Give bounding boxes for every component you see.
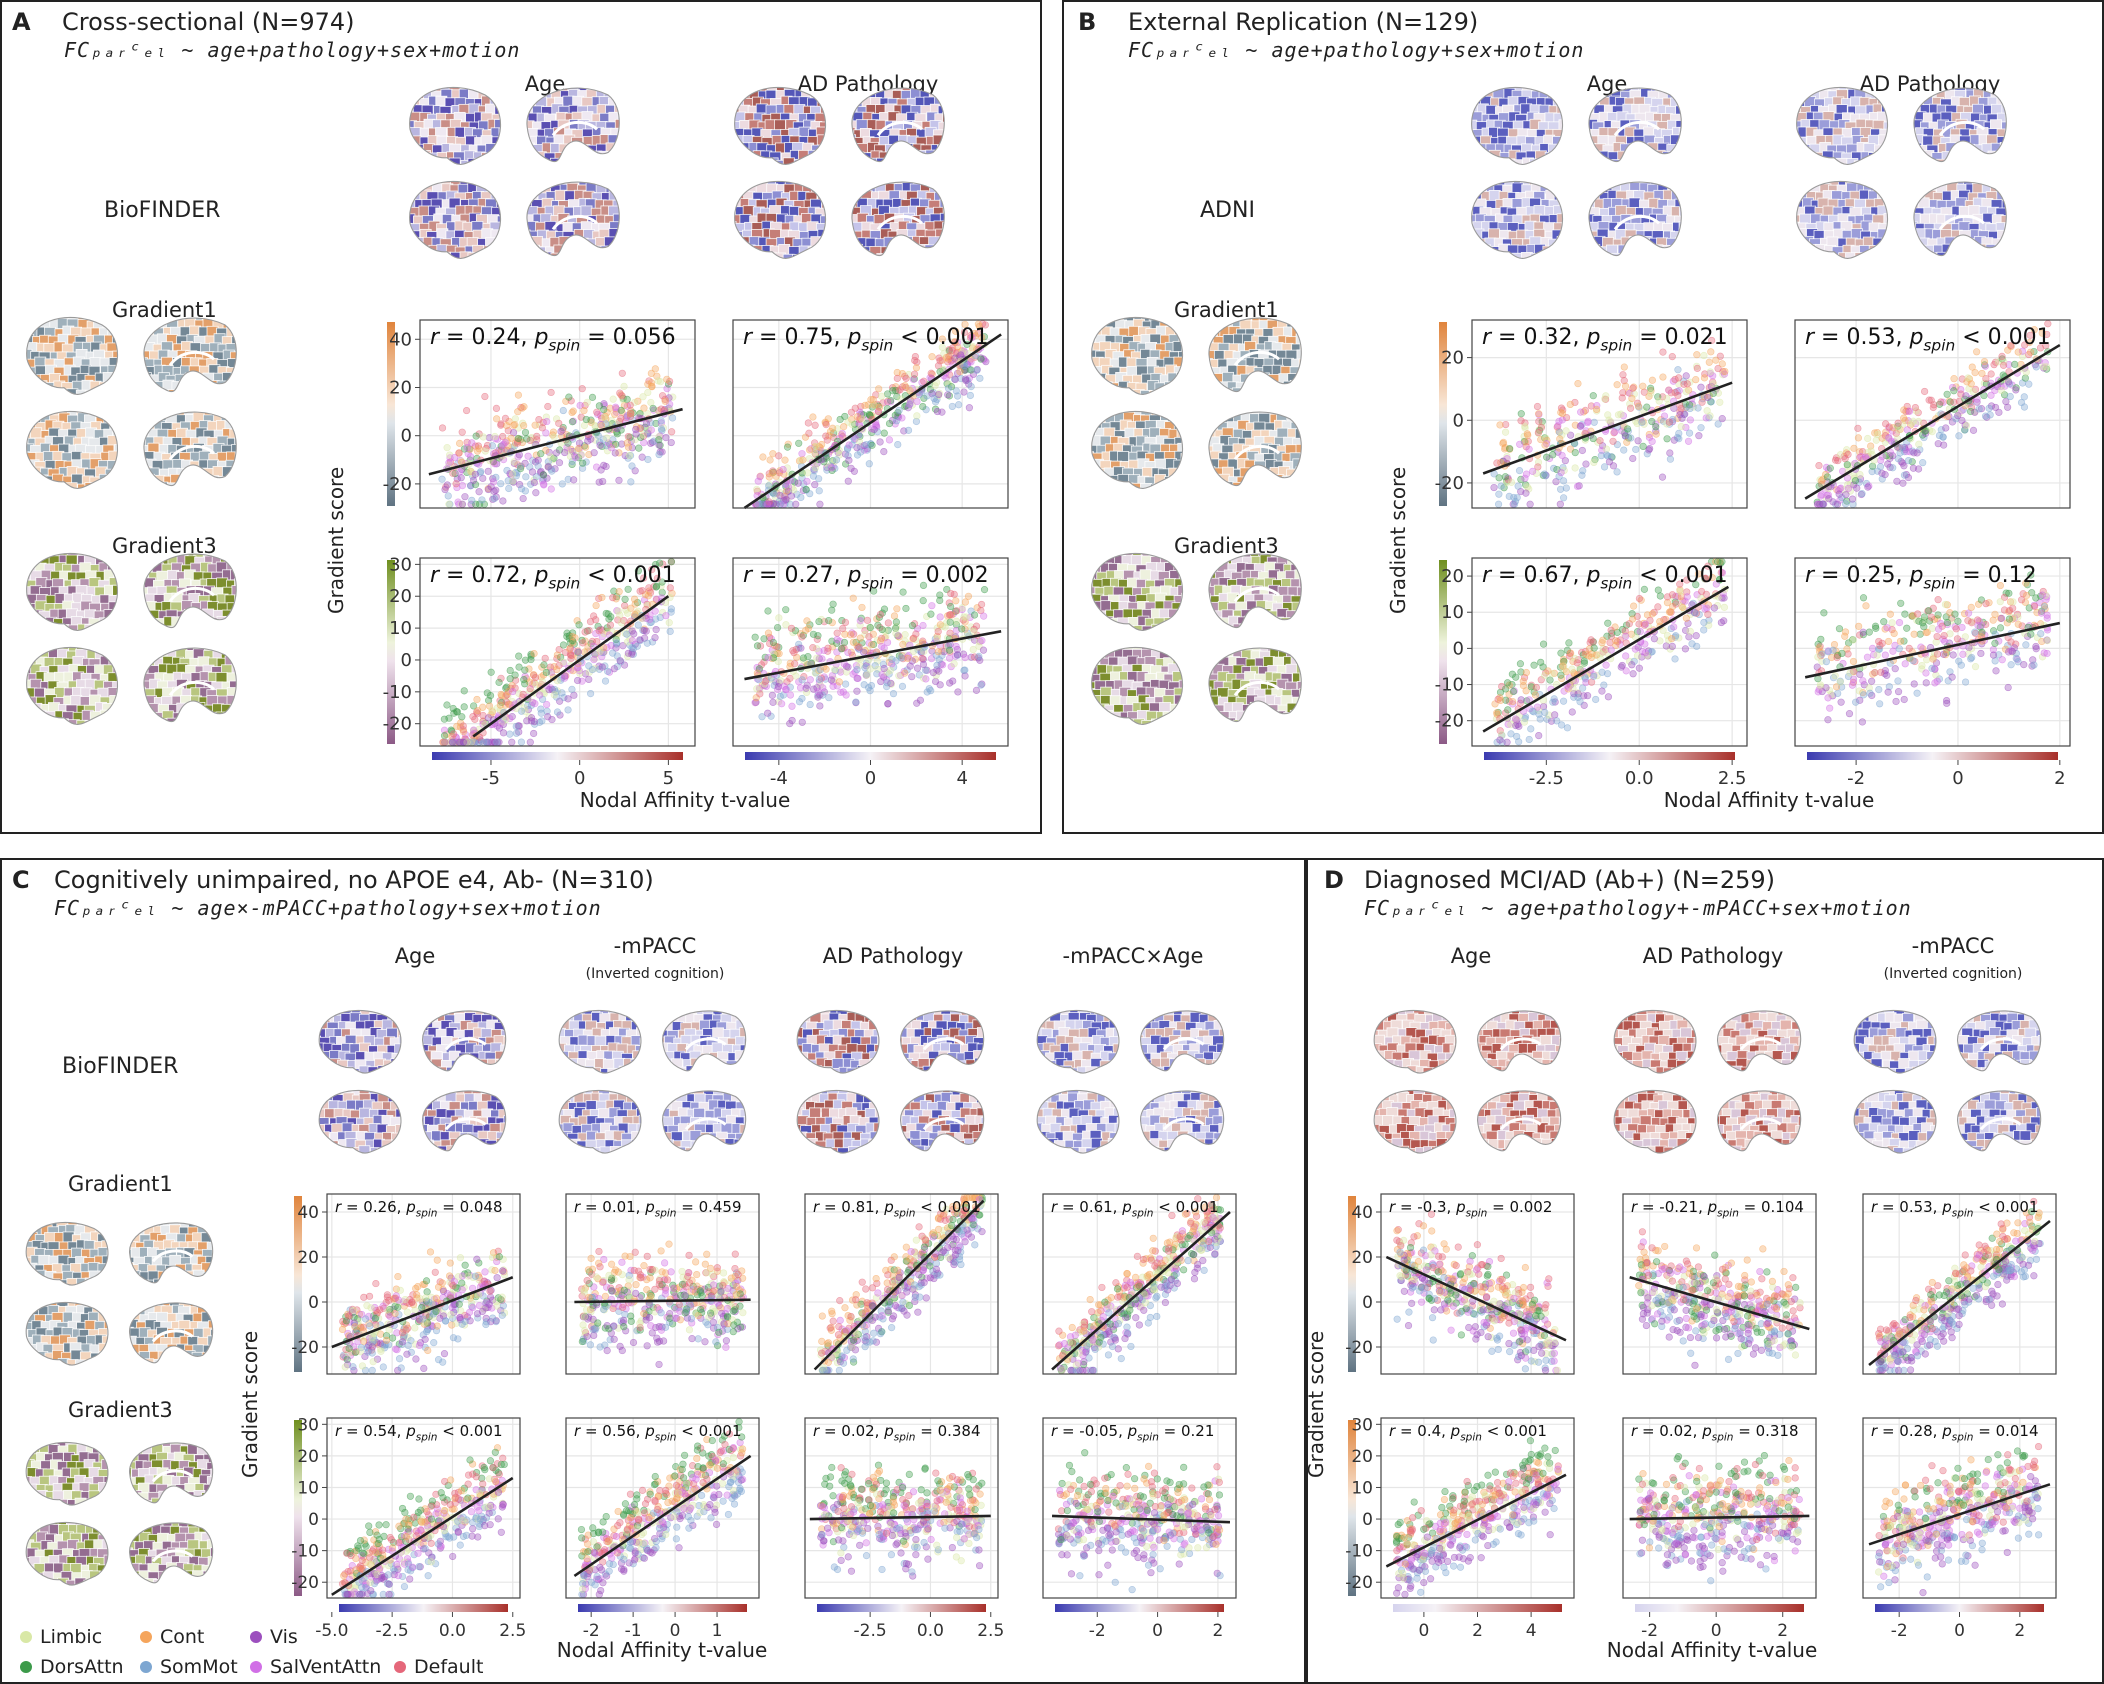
legend-item: Cont	[140, 1626, 204, 1648]
panel-formula: FCₚₐᵣᶜₑₗ ~ age+pathology+sex+motion	[1128, 38, 1585, 62]
legend-dot	[140, 1631, 152, 1643]
legend-label: Default	[414, 1656, 484, 1678]
x-axis-label: Nodal Affinity t-value	[579, 788, 791, 812]
column-title: AD Pathology	[1642, 944, 1784, 968]
panel-title: Cross-sectional (N=974)	[62, 8, 355, 36]
legend-dot	[20, 1631, 32, 1643]
legend-dot	[250, 1631, 262, 1643]
panel-a: A Cross-sectional (N=974) FCₚₐᵣᶜₑₗ ~ age…	[0, 0, 1042, 834]
legend-label: SomMot	[160, 1656, 238, 1678]
panel-formula: FCₚₐᵣᶜₑₗ ~ age+pathology+-mPACC+sex+moti…	[1364, 896, 1912, 920]
legend-dot	[140, 1661, 152, 1673]
legend-dot	[250, 1661, 262, 1673]
panel-letter: B	[1078, 8, 1097, 36]
y-axis-label: Gradient score	[1386, 466, 1410, 614]
panel-c: C Cognitively unimpaired, no APOE e4, Ab…	[0, 858, 1306, 1684]
y-axis-label: Gradient score	[324, 466, 348, 614]
column-title: AD Pathology	[797, 72, 939, 96]
row-title-gradient3: Gradient3	[1174, 534, 1279, 558]
cohort-label: BioFINDER	[104, 198, 221, 223]
row-title-gradient1: Gradient1	[112, 298, 217, 322]
column-title: Age	[1586, 72, 1628, 96]
panel-title: External Replication (N=129)	[1128, 8, 1479, 36]
panel-title: Diagnosed MCI/AD (Ab+) (N=259)	[1364, 866, 1775, 894]
panel-letter: D	[1324, 866, 1344, 894]
panel-letter: A	[12, 8, 31, 36]
y-axis-label: Gradient score	[1304, 1330, 1328, 1478]
panel-formula: FCₚₐᵣᶜₑₗ ~ age+pathology+sex+motion	[64, 38, 521, 62]
panel-d: D Diagnosed MCI/AD (Ab+) (N=259) FCₚₐᵣᶜₑ…	[1304, 858, 2104, 1684]
x-axis-label: Nodal Affinity t-value	[1663, 788, 1875, 812]
legend-label: DorsAttn	[40, 1656, 124, 1678]
x-axis-label: Nodal Affinity t-value	[1606, 1638, 1818, 1662]
legend-label: Cont	[160, 1626, 205, 1648]
legend-dot	[394, 1661, 406, 1673]
cohort-label: ADNI	[1200, 198, 1255, 223]
legend-dot	[20, 1661, 32, 1673]
legend-item: Default	[394, 1656, 483, 1678]
legend-item: Vis	[250, 1626, 298, 1648]
legend-label: SalVentAttn	[270, 1656, 382, 1678]
network-legend: Limbic Cont Vis DorsAttn SomMot SalVentA…	[2, 860, 1304, 1682]
column-title: -mPACC	[1911, 934, 1995, 958]
legend-label: Limbic	[40, 1626, 103, 1648]
legend-item: SalVentAttn	[250, 1656, 381, 1678]
legend-item: DorsAttn	[20, 1656, 124, 1678]
panel-b: B External Replication (N=129) FCₚₐᵣᶜₑₗ …	[1062, 0, 2104, 834]
legend-item: SomMot	[140, 1656, 238, 1678]
legend-item: Limbic	[20, 1626, 102, 1648]
column-title: AD Pathology	[1859, 72, 2001, 96]
column-subtitle: (Inverted cognition)	[1883, 966, 2023, 982]
row-title-gradient3: Gradient3	[112, 534, 217, 558]
column-title: Age	[524, 72, 566, 96]
row-title-gradient1: Gradient1	[1174, 298, 1279, 322]
column-title: Age	[1450, 944, 1492, 968]
legend-label: Vis	[270, 1626, 298, 1648]
